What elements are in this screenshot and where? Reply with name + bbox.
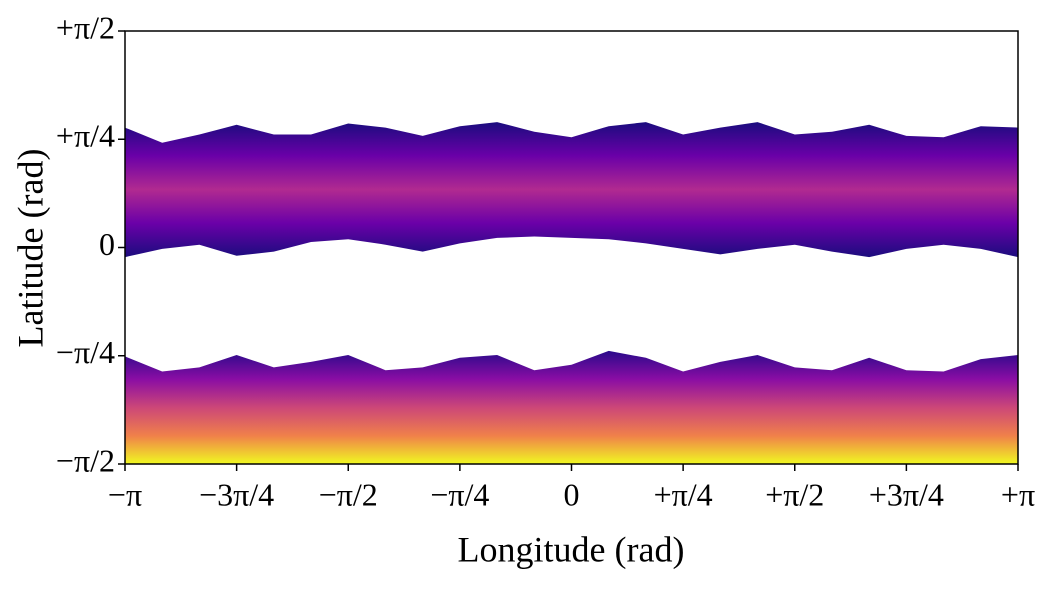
y-tick-label: +π/2 [56,9,115,45]
y-tick-label: −π/4 [56,334,115,370]
x-axis-label: Longitude (rad) [458,529,685,569]
x-tick-label: +π/4 [654,476,713,512]
plot-area [125,122,1018,464]
y-tick-label: 0 [99,226,115,262]
x-tick-label: 0 [564,476,580,512]
density-band [125,350,1018,464]
x-tick-label: +3π/4 [869,476,944,512]
x-tick-label: +π [1001,476,1035,512]
x-tick-label: +π/2 [765,476,824,512]
y-tick-label: −π/2 [56,442,115,478]
x-tick-label: −π [108,476,142,512]
y-tick-label: +π/4 [56,118,115,154]
y-axis-label: Latitude (rad) [10,149,50,348]
x-tick-label: −π/2 [319,476,378,512]
density-band [125,122,1018,258]
x-tick-label: −3π/4 [199,476,274,512]
x-tick-label: −π/4 [430,476,489,512]
